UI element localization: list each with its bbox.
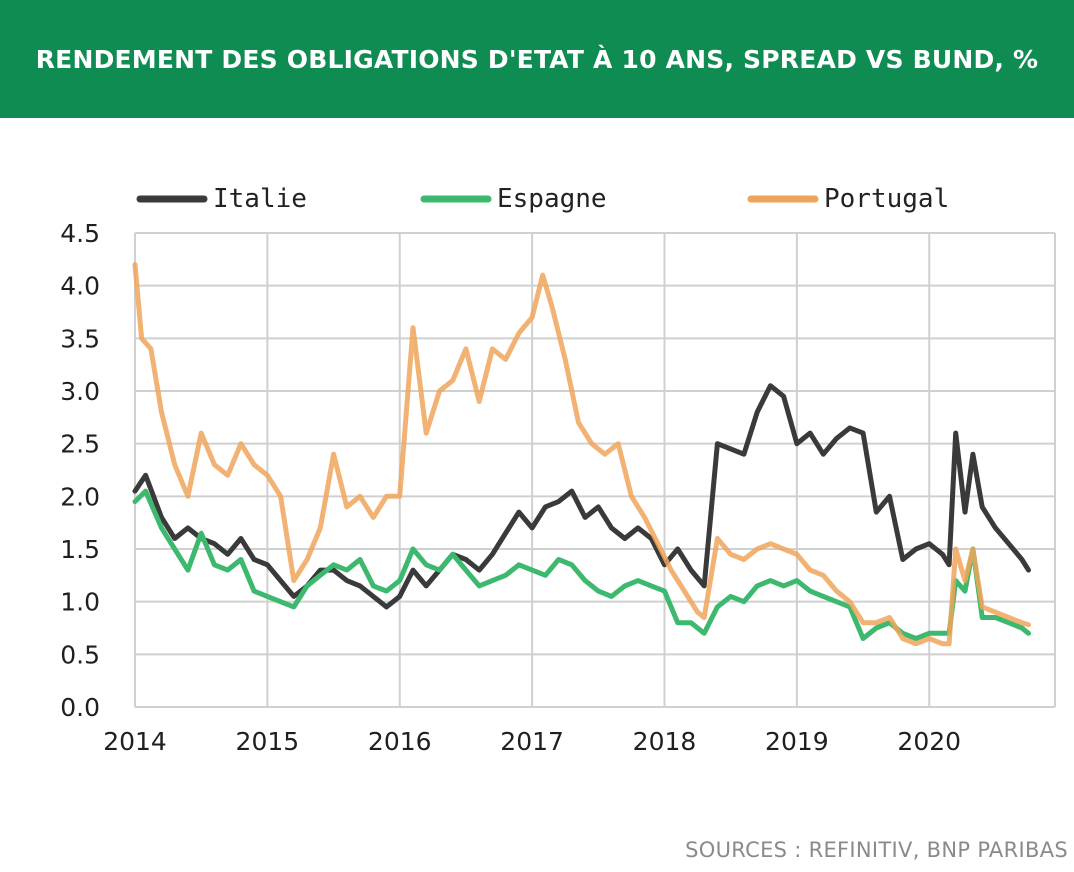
line-chart: 0.00.51.01.52.02.53.03.54.04.5 2014 2015 2…: [60, 184, 1056, 756]
legend-label-portugal: Portugal: [824, 184, 949, 214]
y-tick-label: 2.5: [60, 430, 100, 459]
x-tick-label: 2020: [897, 727, 961, 756]
x-tick-label: 2014: [103, 727, 167, 756]
chart-title: RENDEMENT DES OBLIGATIONS D'ETAT À 10 AN…: [35, 44, 1039, 74]
y-tick-label: 1.0: [60, 588, 100, 617]
legend-label-italie: Italie: [213, 184, 307, 214]
title-banner: RENDEMENT DES OBLIGATIONS D'ETAT À 10 AN…: [0, 0, 1074, 118]
x-tick-label: 2017: [500, 727, 564, 756]
x-tick-label: 2016: [368, 727, 432, 756]
y-axis-ticks: 0.0 0.5 1.0 1.5 2.0 2.5 3.0 3.5 4.0 4.5: [60, 219, 100, 722]
y-tick-label: 0.0: [60, 693, 100, 722]
y-tick-label: 4.5: [60, 219, 100, 248]
y-tick-label: 0.5: [60, 640, 100, 669]
series-line-portugal: [132, 262, 1031, 647]
x-tick-label: 2015: [236, 727, 300, 756]
y-tick-label: 1.5: [60, 535, 100, 564]
x-axis-ticks: 2014 2015 2016 2017 2018 2019 2020: [103, 727, 961, 756]
x-tick-label: 2018: [633, 727, 697, 756]
legend: Italie Espagne Portugal: [136, 184, 949, 214]
y-tick-label: 2.0: [60, 482, 100, 511]
y-tick-label: 3.5: [60, 324, 100, 353]
y-tick-label: 4.0: [60, 272, 100, 301]
series-group: [132, 262, 1031, 647]
x-tick-label: 2019: [765, 727, 829, 756]
source-note: SOURCES : REFINITIV, BNP PARIBAS: [685, 838, 1068, 862]
legend-label-espagne: Espagne: [497, 184, 607, 214]
series-line-italie: [132, 383, 1031, 610]
series-line-espagne: [132, 488, 1031, 641]
grid-lines: [134, 232, 1056, 708]
y-tick-label: 3.0: [60, 377, 100, 406]
